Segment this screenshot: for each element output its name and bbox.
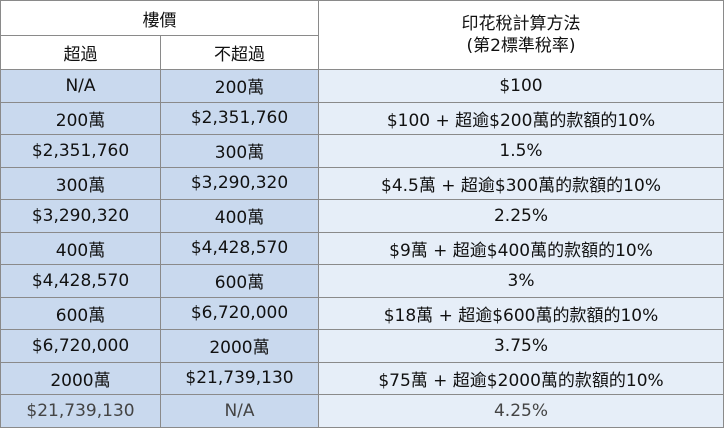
table-row: $2,351,760 300萬 1.5% <box>0 134 724 168</box>
table-row: 600萬 $6,720,000 $18萬 + 超逾$600萬的款額的10% <box>0 296 724 330</box>
method-cell: $4.5萬 + 超逾$300萬的款額的10% <box>318 166 724 200</box>
upto-cell: $4,428,570 <box>160 231 319 265</box>
table-row: N/A 200萬 $100 <box>0 69 724 103</box>
table-row: $21,739,130 N/A 4.25% <box>0 394 724 428</box>
upto-cell: $6,720,000 <box>160 296 319 330</box>
table-row: $4,428,570 600萬 3% <box>0 264 724 298</box>
upto-cell: 400萬 <box>160 199 319 233</box>
over-cell: 200萬 <box>0 101 161 135</box>
over-cell: $21,739,130 <box>0 394 161 428</box>
table-row: 200萬 $2,351,760 $100 + 超逾$200萬的款額的10% <box>0 101 724 135</box>
method-header-line1: 印花稅計算方法 <box>461 14 581 34</box>
upto-cell: 600萬 <box>160 264 319 298</box>
upto-cell: 200萬 <box>160 69 319 103</box>
method-cell: $100 + 超逾$200萬的款額的10% <box>318 101 724 135</box>
method-cell: $9萬 + 超逾$400萬的款額的10% <box>318 231 724 265</box>
method-cell: $100 <box>318 69 724 103</box>
method-cell: 4.25% <box>318 394 724 428</box>
method-cell: 3% <box>318 264 724 298</box>
upto-cell: N/A <box>160 394 319 428</box>
upto-cell: 300萬 <box>160 134 319 168</box>
upto-cell: $2,351,760 <box>160 101 319 135</box>
over-cell: 400萬 <box>0 231 161 265</box>
method-cell: $18萬 + 超逾$600萬的款額的10% <box>318 296 724 330</box>
not-exceed-header: 不超過 <box>160 35 319 70</box>
upto-cell: $3,290,320 <box>160 166 319 200</box>
over-cell: N/A <box>0 69 161 103</box>
method-header: 印花稅計算方法 (第2標準稅率) <box>318 0 724 70</box>
table-row: 2000萬 $21,739,130 $75萬 + 超逾$2000萬的款額的10% <box>0 361 724 395</box>
exceed-header: 超過 <box>0 35 161 70</box>
method-cell: 2.25% <box>318 199 724 233</box>
over-cell: $3,290,320 <box>0 199 161 233</box>
table-row: $3,290,320 400萬 2.25% <box>0 199 724 233</box>
table-row: 300萬 $3,290,320 $4.5萬 + 超逾$300萬的款額的10% <box>0 166 724 200</box>
method-cell: $75萬 + 超逾$2000萬的款額的10% <box>318 361 724 395</box>
over-cell: 2000萬 <box>0 361 161 395</box>
price-header: 樓價 <box>0 0 319 36</box>
method-cell: 1.5% <box>318 134 724 168</box>
over-cell: $6,720,000 <box>0 329 161 363</box>
table-row: 400萬 $4,428,570 $9萬 + 超逾$400萬的款額的10% <box>0 231 724 265</box>
over-cell: 300萬 <box>0 166 161 200</box>
over-cell: $2,351,760 <box>0 134 161 168</box>
method-cell: 3.75% <box>318 329 724 363</box>
table-row: $6,720,000 2000萬 3.75% <box>0 329 724 363</box>
method-header-line2: (第2標準稅率) <box>466 36 576 56</box>
over-cell: 600萬 <box>0 296 161 330</box>
upto-cell: 2000萬 <box>160 329 319 363</box>
over-cell: $4,428,570 <box>0 264 161 298</box>
upto-cell: $21,739,130 <box>160 361 319 395</box>
